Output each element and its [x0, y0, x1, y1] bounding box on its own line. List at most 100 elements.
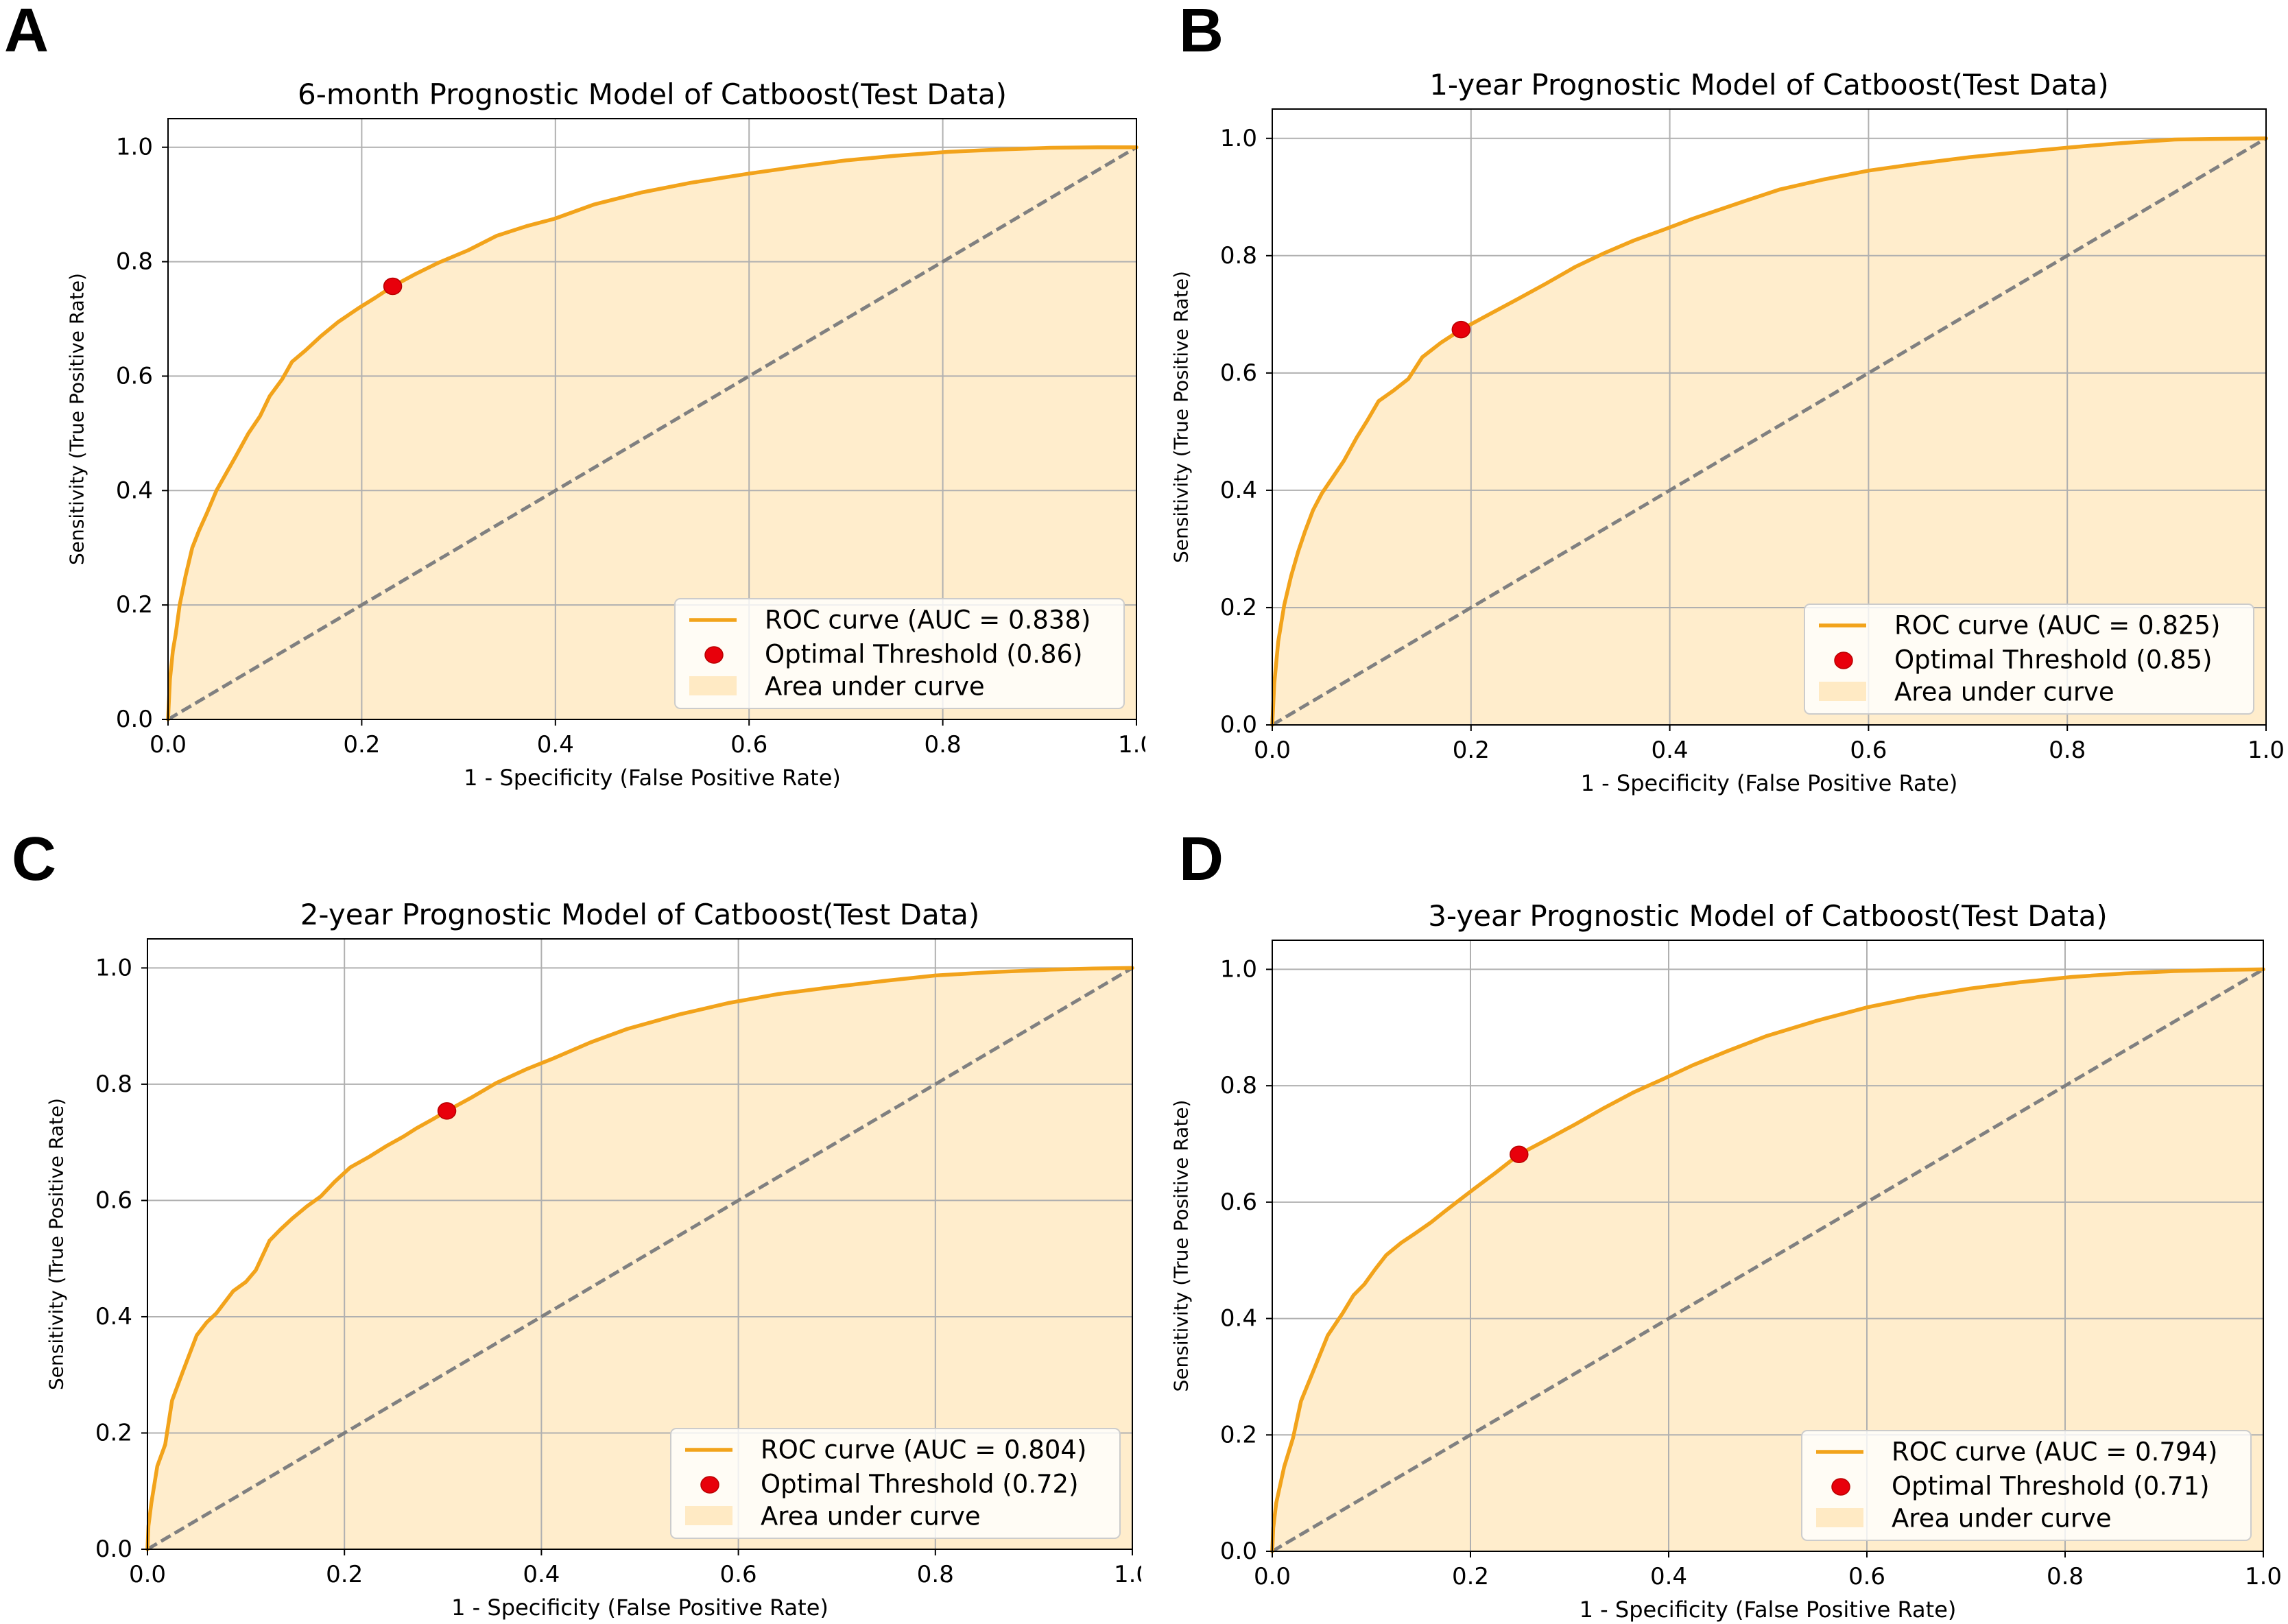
legend-area-patch: [689, 676, 737, 695]
legend-box: [674, 598, 1125, 709]
x-axis-label: 1 - Specificity (False Positive Rate): [464, 765, 841, 791]
x-tick-label: 0.4: [1650, 1563, 1687, 1590]
optimal-threshold-point: [437, 1102, 457, 1120]
y-tick-label: 1.0: [1220, 125, 1257, 152]
y-axis-label: Sensitivity (True Positive Rate): [45, 1098, 68, 1390]
diagonal-reference-line: [167, 145, 1138, 721]
legend-area-patch: [1819, 682, 1866, 701]
y-tick-label: 0.6: [116, 362, 153, 390]
roc-curve-line: [166, 145, 1139, 721]
y-axis-label: Sensitivity (True Positive Rate): [66, 273, 88, 565]
y-tick-label: 0.0: [95, 1536, 132, 1563]
y-tick-label: 1.0: [116, 134, 153, 161]
y-tick-label: 0.8: [95, 1071, 132, 1098]
diagonal-reference-line: [146, 966, 1134, 1551]
legend-area-label: Area under curve: [765, 672, 985, 702]
x-tick-label: 0.6: [730, 731, 767, 759]
legend-box: [670, 1428, 1121, 1539]
legend-area-patch: [685, 1506, 732, 1525]
y-tick-label: 0.2: [1220, 1421, 1257, 1448]
legend: ROC curve (AUC = 0.838) Optimal Threshold…: [674, 598, 1125, 709]
y-tick-label: 0.8: [1220, 242, 1257, 270]
legend-optimal-marker: [704, 646, 724, 664]
x-axis-label: 1 - Specificity (False Positive Rate): [1581, 770, 1958, 796]
axes-frame: [147, 938, 1133, 1550]
legend-area-label: Area under curve: [761, 1502, 981, 1531]
legend-optimal-label: Optimal Threshold (0.85): [1894, 645, 2213, 675]
legend-roc-label: ROC curve (AUC = 0.838): [765, 606, 1091, 635]
legend-area-patch: [1816, 1508, 1863, 1527]
x-tick-label: 0.8: [2049, 737, 2086, 764]
x-tick-label: 1.0: [2245, 1563, 2282, 1590]
y-tick-label: 0.0: [1220, 1538, 1257, 1565]
x-tick-label: 0.0: [129, 1561, 166, 1588]
panel-label: D: [1179, 825, 1224, 894]
y-tick-label: 0.2: [116, 591, 153, 619]
diagonal-reference-line: [1271, 136, 2267, 727]
x-tick-label: 0.8: [2047, 1563, 2084, 1590]
panel-c: C 0.0 0.2 0.4 0.6 0.8 1.0 0.0 0.2 0.4 0.6 0.8 1.0 1 -…: [12, 825, 1151, 1621]
y-axis-label: Sensitivity (True Positive Rate): [1170, 271, 1193, 563]
y-tick-label: 1.0: [95, 954, 132, 981]
chart-title: 2-year Prognostic Model of Catboost(Test…: [300, 898, 980, 931]
legend-optimal-marker: [700, 1476, 719, 1494]
y-tick-label: 0.2: [1220, 594, 1257, 621]
legend: ROC curve (AUC = 0.794) Optimal Threshold…: [1801, 1430, 2252, 1541]
x-tick-label: 0.6: [720, 1561, 757, 1588]
x-tick-label: 0.0: [150, 731, 187, 759]
x-axis-label: 1 - Specificity (False Positive Rate): [1580, 1597, 1957, 1623]
legend-roc-label: ROC curve (AUC = 0.794): [1892, 1437, 2217, 1467]
panel-d: D 0.0 0.2 0.4 0.6 0.8 1.0 0.0 0.2 0.4 0.6 0.8 1.0 1 -…: [1170, 825, 2283, 1623]
legend-box: [1804, 604, 2254, 715]
legend-optimal-label: Optimal Threshold (0.86): [765, 640, 1083, 669]
diagonal-reference-line: [1271, 968, 2265, 1553]
y-tick-label: 0.0: [116, 706, 153, 733]
legend-optimal-label: Optimal Threshold (0.71): [1892, 1472, 2210, 1501]
y-axis-label: Sensitivity (True Positive Rate): [1170, 1100, 1193, 1392]
legend-box: [1801, 1430, 2252, 1541]
axes-frame: [1272, 108, 2267, 726]
panel-label: B: [1179, 0, 1224, 65]
legend-roc-label: ROC curve (AUC = 0.804): [761, 1435, 1086, 1465]
x-axis-label: 1 - Specificity (False Positive Rate): [451, 1595, 829, 1621]
legend-optimal-marker: [1831, 1478, 1850, 1496]
legend: ROC curve (AUC = 0.804) Optimal Threshold…: [670, 1428, 1121, 1539]
y-tick-label: 0.4: [1220, 1305, 1257, 1333]
chart-title: 6-month Prognostic Model of Catboost(Tes…: [298, 77, 1007, 111]
x-tick-label: 0.8: [925, 731, 962, 759]
x-tick-label: 1.0: [2248, 737, 2285, 764]
axes-frame: [1272, 940, 2264, 1552]
legend-optimal-label: Optimal Threshold (0.72): [761, 1470, 1079, 1499]
roc-curve-line: [1270, 136, 2268, 727]
y-tick-label: 0.4: [116, 477, 153, 504]
roc-curve-line: [1270, 967, 2265, 1553]
panel-b: B 0.0 0.2 0.4 0.6 0.8 1.0 0.0 0.2 0.4 0.6 0.8 1.0 1 -…: [1170, 0, 2285, 796]
panel-label: C: [12, 825, 56, 894]
x-tick-label: 0.0: [1254, 1563, 1291, 1590]
legend-area-label: Area under curve: [1894, 678, 2114, 707]
x-tick-label: 0.6: [1848, 1563, 1885, 1590]
panel-a: A 0.0 0.2 0.4 0.6 0.8 1.0 0.0 0.2 0.4 0.6 0.8 1.0 1 -…: [4, 0, 1155, 791]
chart-title: 1-year Prognostic Model of Catboost(Test…: [1429, 68, 2109, 102]
optimal-threshold-point: [1451, 320, 1471, 339]
x-tick-label: 0.2: [1452, 1563, 1489, 1590]
y-tick-label: 0.8: [116, 248, 153, 276]
x-tick-label: 0.4: [523, 1561, 560, 1588]
y-tick-label: 0.6: [95, 1186, 132, 1214]
x-tick-label: 1.0: [1118, 731, 1155, 759]
axes-frame: [167, 118, 1137, 720]
optimal-threshold-point: [1510, 1145, 1529, 1164]
x-tick-label: 0.4: [1652, 737, 1689, 764]
y-tick-label: 1.0: [1220, 955, 1257, 983]
x-tick-label: 0.2: [1453, 737, 1490, 764]
x-tick-label: 0.6: [1850, 737, 1887, 764]
y-tick-label: 0.2: [95, 1419, 132, 1446]
x-tick-label: 1.0: [1114, 1561, 1151, 1588]
legend-optimal-marker: [1834, 652, 1853, 669]
panel-label: A: [4, 0, 49, 65]
y-tick-label: 0.0: [1220, 711, 1257, 739]
y-tick-label: 0.4: [1220, 477, 1257, 504]
y-tick-label: 0.6: [1220, 359, 1257, 387]
legend-area-label: Area under curve: [1892, 1504, 2112, 1533]
